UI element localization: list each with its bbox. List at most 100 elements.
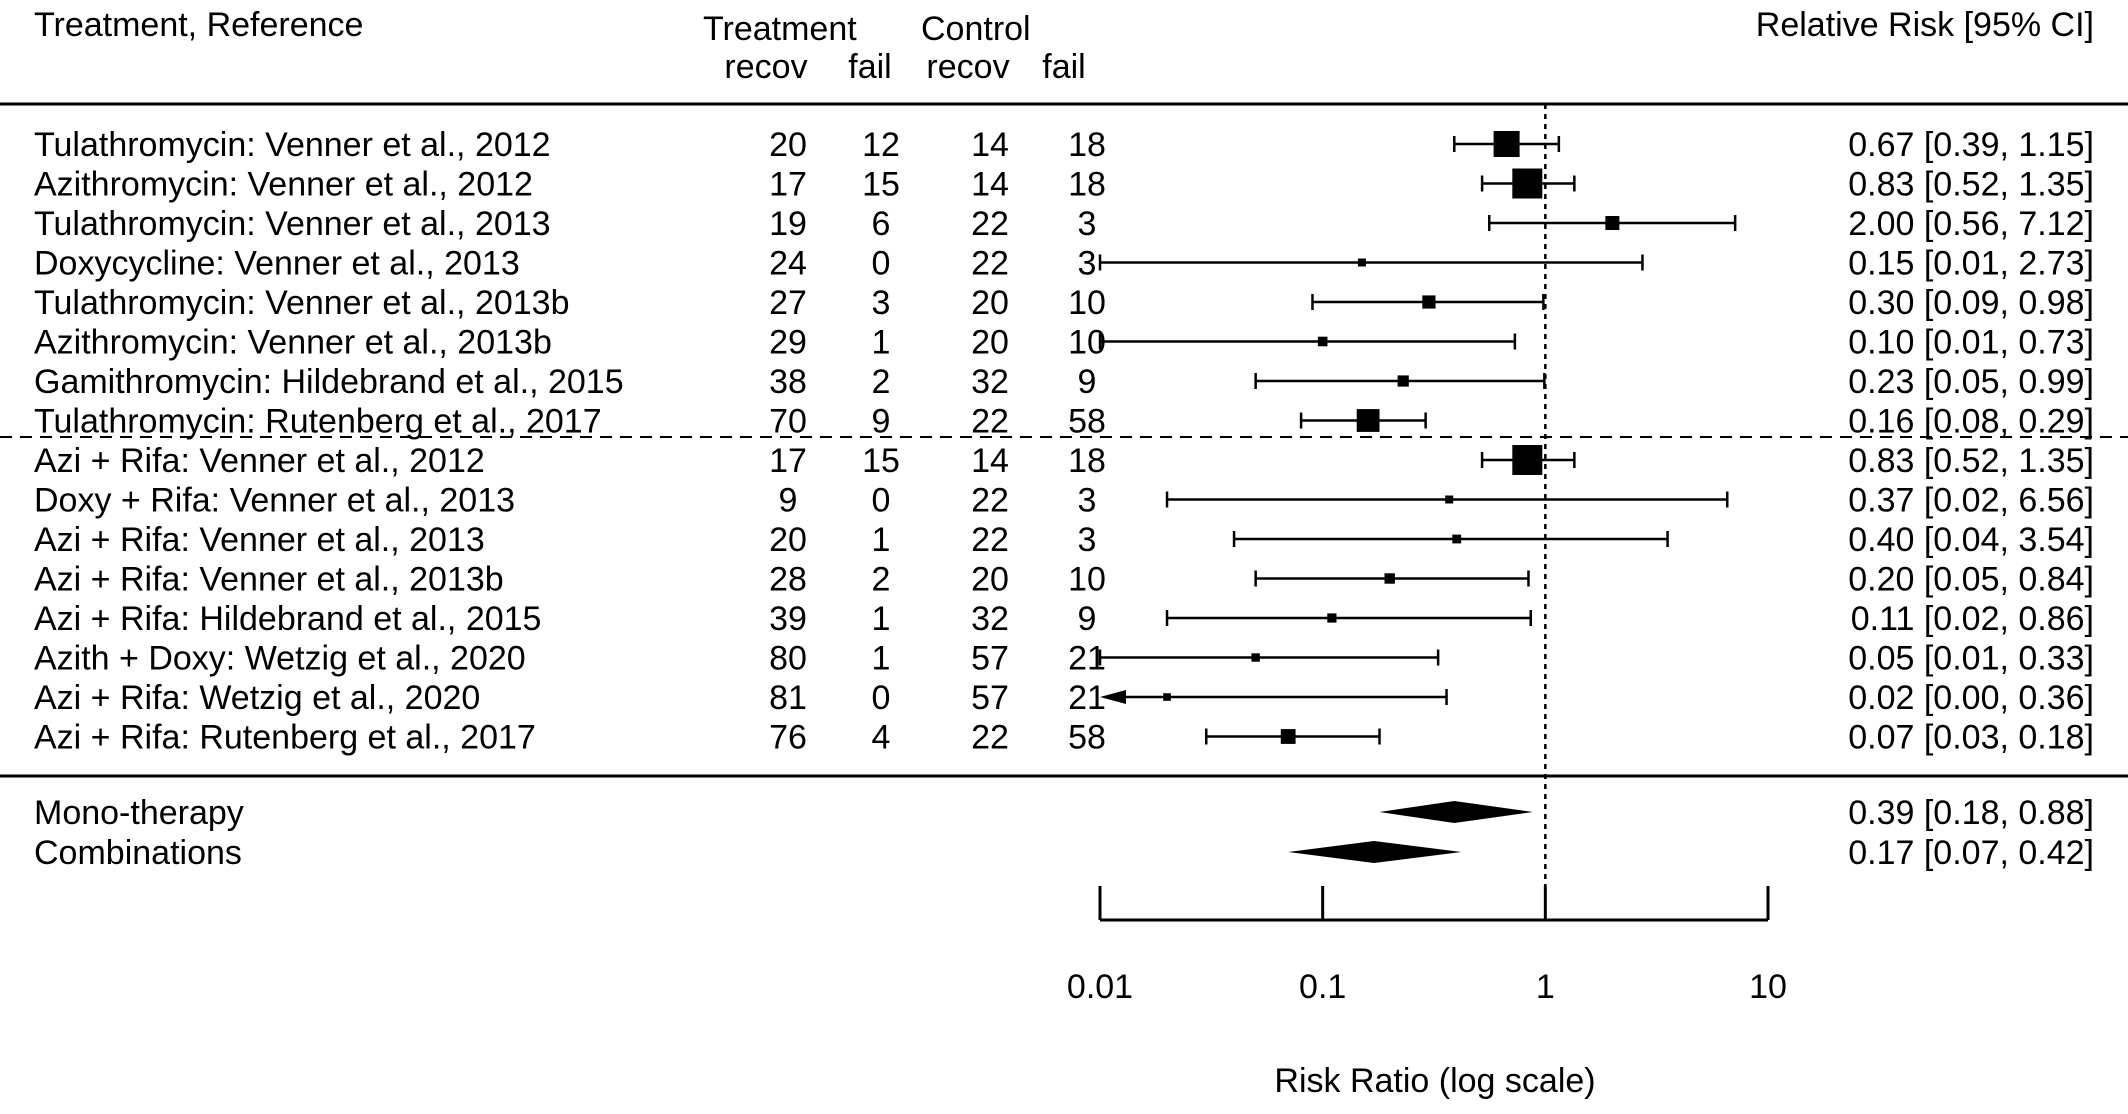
x-tick-label: 0.01 xyxy=(1067,968,1133,1006)
treatment-recov-count: 20 xyxy=(769,521,807,559)
header-treatment-group: Treatment xyxy=(703,10,857,48)
summary-row: Combinations 0.17 [0.07, 0.42] xyxy=(34,834,2094,872)
treatment-recov-count: 28 xyxy=(769,561,807,599)
treatment-recov-count: 29 xyxy=(769,324,807,362)
control-fail-count: 3 xyxy=(1078,521,1097,559)
treatment-fail-count: 1 xyxy=(872,600,891,638)
study-label: Azi + Rifa: Rutenberg et al., 2017 xyxy=(34,719,536,757)
point-estimate xyxy=(1452,534,1462,544)
treatment-fail-count: 6 xyxy=(872,205,891,243)
summary-label: Mono-therapy xyxy=(34,794,244,832)
control-fail-count: 3 xyxy=(1078,245,1097,283)
study-row: Doxycycline: Venner et al., 2013 24 0 22 3 0.… xyxy=(34,245,2094,283)
study-label: Azi + Rifa: Wetzig et al., 2020 xyxy=(34,679,480,717)
header-treatment-fail: fail xyxy=(848,48,891,86)
point-estimate xyxy=(1357,258,1366,267)
control-recov-count: 57 xyxy=(971,640,1009,678)
control-recov-count: 22 xyxy=(971,521,1009,559)
point-estimate xyxy=(1605,216,1620,230)
study-label: Azith + Doxy: Wetzig et al., 2020 xyxy=(34,640,526,678)
effect-ci-text: 0.37 [0.02, 6.56] xyxy=(1848,482,2094,520)
point-estimate xyxy=(1493,131,1520,157)
treatment-fail-count: 1 xyxy=(872,521,891,559)
summary-rows: Mono-therapy 0.39 [0.18, 0.88]Combination… xyxy=(34,794,2094,872)
effect-ci-text: 0.07 [0.03, 0.18] xyxy=(1848,719,2094,757)
study-row: Tulathromycin: Venner et al., 2012 20 12 14… xyxy=(34,126,2094,164)
study-row: Tulathromycin: Venner et al., 2013b 27 3 20… xyxy=(34,284,2094,322)
study-row: Doxy + Rifa: Venner et al., 2013 9 0 22 3 0.3… xyxy=(34,482,2094,520)
study-row: Azi + Rifa: Rutenberg et al., 2017 76 4 22 5… xyxy=(34,719,2094,757)
treatment-recov-count: 27 xyxy=(769,284,807,322)
point-estimate xyxy=(1163,693,1171,701)
point-estimate xyxy=(1251,653,1260,662)
study-label: Azithromycin: Venner et al., 2012 xyxy=(34,166,533,204)
effect-ci-text: 0.30 [0.09, 0.98] xyxy=(1848,284,2094,322)
x-axis-label: Risk Ratio (log scale) xyxy=(1274,1062,1595,1100)
treatment-fail-count: 15 xyxy=(862,442,900,480)
point-estimate xyxy=(1512,445,1543,475)
summary-ci-text: 0.39 [0.18, 0.88] xyxy=(1848,794,2094,832)
effect-ci-text: 0.40 [0.04, 3.54] xyxy=(1848,521,2094,559)
control-fail-count: 9 xyxy=(1078,363,1097,401)
study-label: Tulathromycin: Venner et al., 2013 xyxy=(34,205,551,243)
effect-ci-text: 0.83 [0.52, 1.35] xyxy=(1848,166,2094,204)
effect-ci-text: 0.23 [0.05, 0.99] xyxy=(1848,363,2094,401)
effect-ci-text: 0.02 [0.00, 0.36] xyxy=(1848,679,2094,717)
control-recov-count: 22 xyxy=(971,205,1009,243)
effect-ci-text: 2.00 [0.56, 7.12] xyxy=(1848,205,2094,243)
control-recov-count: 57 xyxy=(971,679,1009,717)
study-label: Azi + Rifa: Venner et al., 2013 xyxy=(34,521,485,559)
effect-ci-text: 0.05 [0.01, 0.33] xyxy=(1848,640,2094,678)
control-fail-count: 10 xyxy=(1068,561,1106,599)
study-label: Azithromycin: Venner et al., 2013b xyxy=(34,324,552,362)
table-header: Treatment, Reference Treatment Control r… xyxy=(34,6,2094,86)
treatment-recov-count: 81 xyxy=(769,679,807,717)
summary-diamond xyxy=(1288,841,1462,863)
effect-ci-text: 0.20 [0.05, 0.84] xyxy=(1848,561,2094,599)
control-recov-count: 14 xyxy=(971,442,1009,480)
ci-arrow-low xyxy=(1100,690,1126,704)
treatment-fail-count: 1 xyxy=(872,324,891,362)
treatment-fail-count: 0 xyxy=(872,679,891,717)
treatment-recov-count: 70 xyxy=(769,403,807,441)
study-label: Tulathromycin: Venner et al., 2012 xyxy=(34,126,551,164)
control-recov-count: 20 xyxy=(971,324,1009,362)
study-row: Azithromycin: Venner et al., 2013b 29 1 20 1… xyxy=(34,324,2094,362)
treatment-recov-count: 24 xyxy=(769,245,807,283)
treatment-fail-count: 2 xyxy=(872,561,891,599)
control-recov-count: 22 xyxy=(971,719,1009,757)
effect-ci-text: 0.10 [0.01, 0.73] xyxy=(1848,324,2094,362)
point-estimate xyxy=(1422,295,1436,309)
treatment-recov-count: 76 xyxy=(769,719,807,757)
treatment-recov-count: 80 xyxy=(769,640,807,678)
x-tick-label: 0.1 xyxy=(1299,968,1346,1006)
header-control-group: Control xyxy=(921,10,1031,48)
point-estimate xyxy=(1327,613,1337,623)
effect-ci-text: 0.11 [0.02, 0.86] xyxy=(1851,600,2094,638)
control-recov-count: 22 xyxy=(971,245,1009,283)
effect-ci-text: 0.67 [0.39, 1.15] xyxy=(1848,126,2094,164)
treatment-fail-count: 9 xyxy=(872,403,891,441)
study-label: Azi + Rifa: Venner et al., 2012 xyxy=(34,442,485,480)
study-label: Gamithromycin: Hildebrand et al., 2015 xyxy=(34,363,624,401)
summary-ci-text: 0.17 [0.07, 0.42] xyxy=(1848,834,2094,872)
header-control-fail: fail xyxy=(1042,48,1085,86)
control-recov-count: 22 xyxy=(971,482,1009,520)
treatment-recov-count: 9 xyxy=(779,482,798,520)
summary-row: Mono-therapy 0.39 [0.18, 0.88] xyxy=(34,794,2094,832)
control-recov-count: 20 xyxy=(971,561,1009,599)
control-recov-count: 14 xyxy=(971,126,1009,164)
treatment-fail-count: 0 xyxy=(872,482,891,520)
treatment-fail-count: 15 xyxy=(862,166,900,204)
x-tick-label: 10 xyxy=(1749,968,1787,1006)
control-recov-count: 32 xyxy=(971,600,1009,638)
control-recov-count: 14 xyxy=(971,166,1009,204)
control-fail-count: 58 xyxy=(1068,403,1106,441)
study-row: Tulathromycin: Venner et al., 2013 19 6 22 3… xyxy=(34,205,2094,243)
study-row: Gamithromycin: Hildebrand et al., 2015 38… xyxy=(34,363,2094,401)
study-label: Doxy + Rifa: Venner et al., 2013 xyxy=(34,482,515,520)
study-label: Tulathromycin: Venner et al., 2013b xyxy=(34,284,570,322)
control-recov-count: 20 xyxy=(971,284,1009,322)
effect-ci-text: 0.15 [0.01, 2.73] xyxy=(1848,245,2094,283)
